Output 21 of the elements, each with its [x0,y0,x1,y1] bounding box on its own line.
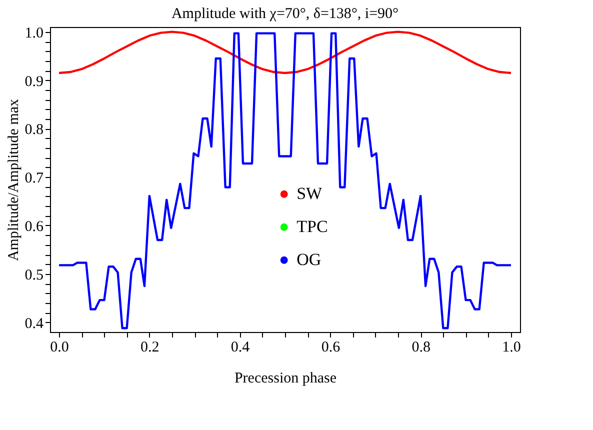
y-tick-label: 0.9 [24,74,44,90]
legend-label: OG [296,250,322,270]
y-tick-label: 0.4 [24,316,44,332]
y-tick-label: 0.6 [24,218,44,235]
y-tick-label: 0.7 [24,170,44,187]
x-tick-label: 1.0 [502,340,521,356]
x-tick-label: 0.0 [50,340,69,356]
y-axis-title: Amplitude/Amplitude max [6,98,22,262]
x-tick-label: 0.8 [412,340,430,356]
chart-title: Amplitude with χ=70°, δ=138°, i=90° [171,6,399,22]
legend-label: SW [296,184,324,204]
line-series [58,32,512,330]
x-tick-label: 0.6 [321,340,341,356]
x-tick-label: 0.2 [140,340,160,356]
x-tick-label: 0.4 [230,340,250,356]
y-tick-label: 0.8 [24,122,44,138]
legend-label: TPC [296,217,328,236]
y-tick-label: 1.0 [24,25,44,42]
y-tick-label: 0.5 [24,267,44,284]
line-series [58,30,512,74]
x-axis-title: Precession phase [234,370,337,386]
